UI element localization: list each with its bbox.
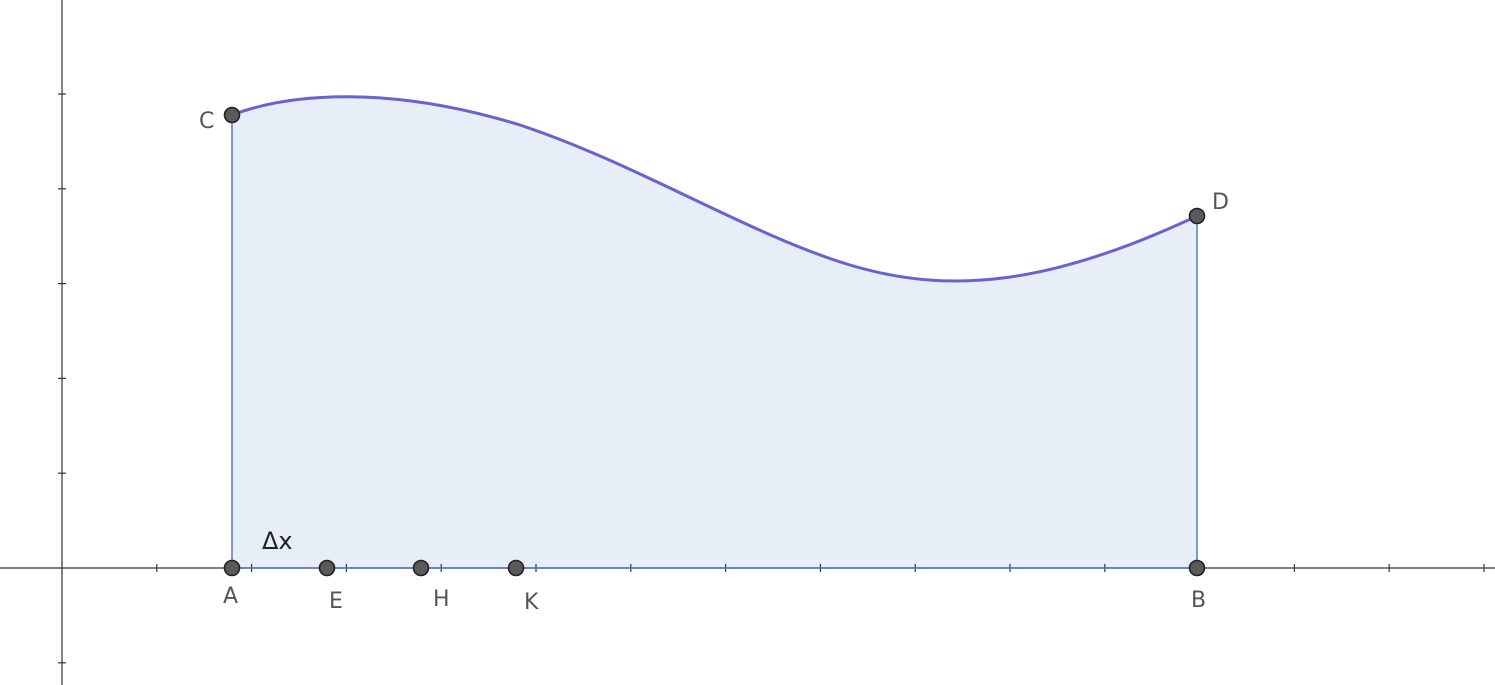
point-b-label: B xyxy=(1191,588,1206,613)
delta-x-label: Δx xyxy=(262,527,293,555)
point-k-marker[interactable] xyxy=(507,559,525,577)
point-e-label: E xyxy=(329,589,343,614)
point-k[interactable]: K xyxy=(507,559,540,616)
point-k-label: K xyxy=(524,590,539,615)
area-under-curve xyxy=(232,96,1197,569)
point-d-label: D xyxy=(1212,190,1229,215)
point-d-marker[interactable] xyxy=(1188,207,1206,225)
function-curve xyxy=(231,95,1198,283)
point-a-marker[interactable] xyxy=(223,559,241,577)
point-h[interactable]: H xyxy=(412,559,450,613)
point-c-marker[interactable] xyxy=(223,106,241,124)
point-e[interactable]: E xyxy=(318,559,343,615)
point-e-marker[interactable] xyxy=(318,559,336,577)
point-d[interactable]: D xyxy=(1188,190,1229,225)
point-b-marker[interactable] xyxy=(1188,559,1206,577)
point-c[interactable]: C xyxy=(199,106,241,135)
point-h-label: H xyxy=(433,587,450,612)
point-a-label: A xyxy=(223,584,238,609)
point-a[interactable]: A xyxy=(223,559,241,610)
point-h-marker[interactable] xyxy=(412,559,430,577)
point-b[interactable]: B xyxy=(1188,559,1207,614)
point-c-label: C xyxy=(199,109,214,134)
y-axis-ticks xyxy=(58,93,66,664)
